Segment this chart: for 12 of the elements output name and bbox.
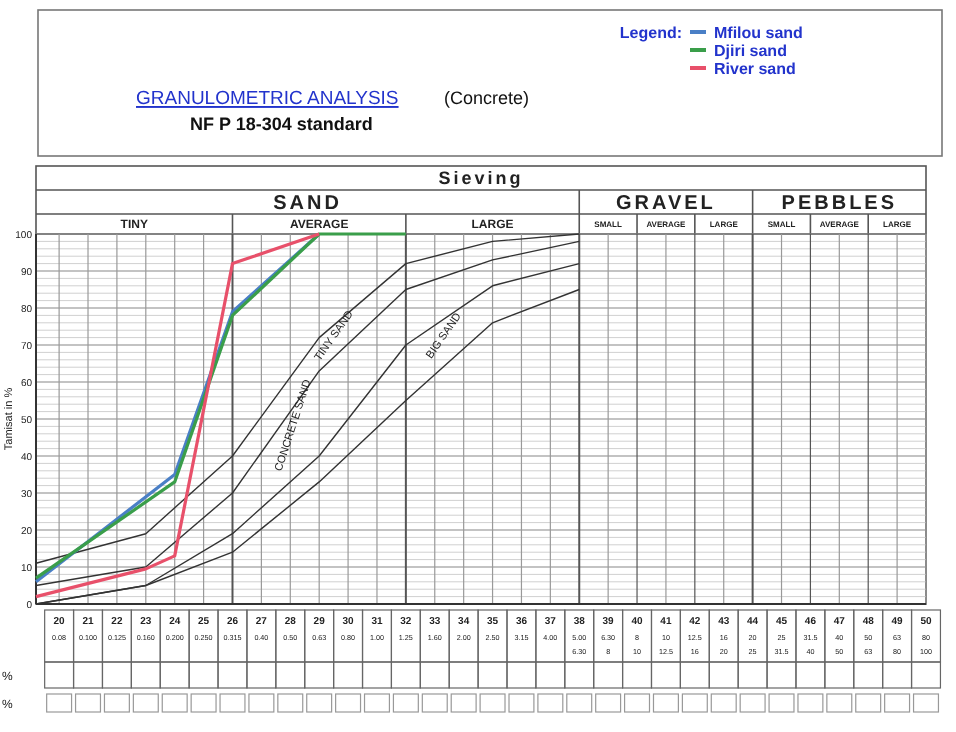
line-series bbox=[34, 232, 408, 580]
legend-title: Legend: bbox=[619, 24, 682, 42]
chart-title: GRANULOMETRIC ANALYSIS bbox=[136, 88, 399, 110]
text: SAND bbox=[273, 193, 342, 216]
text: PEBBLES bbox=[781, 193, 898, 216]
legend-label: Djiri sand bbox=[714, 42, 788, 60]
text: GRAVEL bbox=[616, 193, 716, 216]
text: Sieving bbox=[438, 168, 524, 189]
chart-subtitle: NF P 18-304 standard bbox=[190, 114, 373, 134]
text: (Concrete) bbox=[444, 88, 530, 108]
legend-label: Mfilou sand bbox=[714, 24, 804, 42]
legend-label: River sand bbox=[714, 60, 797, 78]
